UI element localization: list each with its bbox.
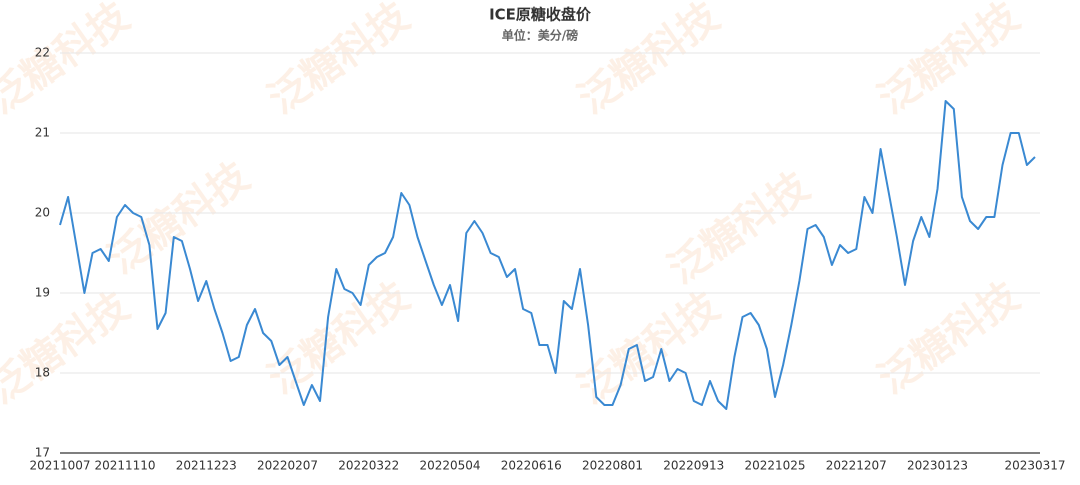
y-tick-label: 20 — [35, 206, 50, 220]
x-tick-label: 20230123 — [907, 459, 968, 473]
watermark: 泛糖科技 — [570, 0, 727, 123]
x-tick-label: 20220616 — [501, 459, 562, 473]
watermark: 泛糖科技 — [0, 284, 138, 413]
x-tick-label: 20211007 — [29, 459, 90, 473]
watermark: 泛糖科技 — [570, 284, 727, 413]
watermark: 泛糖科技 — [0, 0, 138, 123]
y-tick-label: 21 — [35, 126, 50, 140]
watermark: 泛糖科技 — [100, 154, 257, 283]
watermark: 泛糖科技 — [260, 0, 417, 123]
x-tick-label: 20221207 — [826, 459, 887, 473]
y-tick-label: 22 — [35, 46, 50, 60]
x-tick-label: 20221025 — [744, 459, 805, 473]
chart-subtitle: 单位：美分/磅 — [502, 28, 578, 43]
x-tick-label: 20211110 — [94, 459, 155, 473]
y-tick-label: 19 — [35, 286, 50, 300]
x-tick-label: 20220913 — [663, 459, 724, 473]
line — [59, 100, 1036, 410]
y-tick-label: 17 — [35, 446, 50, 460]
x-tick-label: 20220504 — [419, 459, 480, 473]
x-tick-label: 20220801 — [582, 459, 643, 473]
watermark: 泛糖科技 — [660, 164, 817, 293]
x-tick-label: 20230317 — [1004, 459, 1065, 473]
x-tick-label: 20220322 — [338, 459, 399, 473]
x-tick-label: 20211223 — [176, 459, 237, 473]
x-tick-label: 20220207 — [257, 459, 318, 473]
chart-title: ICE原糖收盘价 — [489, 6, 592, 24]
y-tick-label: 18 — [35, 366, 50, 380]
